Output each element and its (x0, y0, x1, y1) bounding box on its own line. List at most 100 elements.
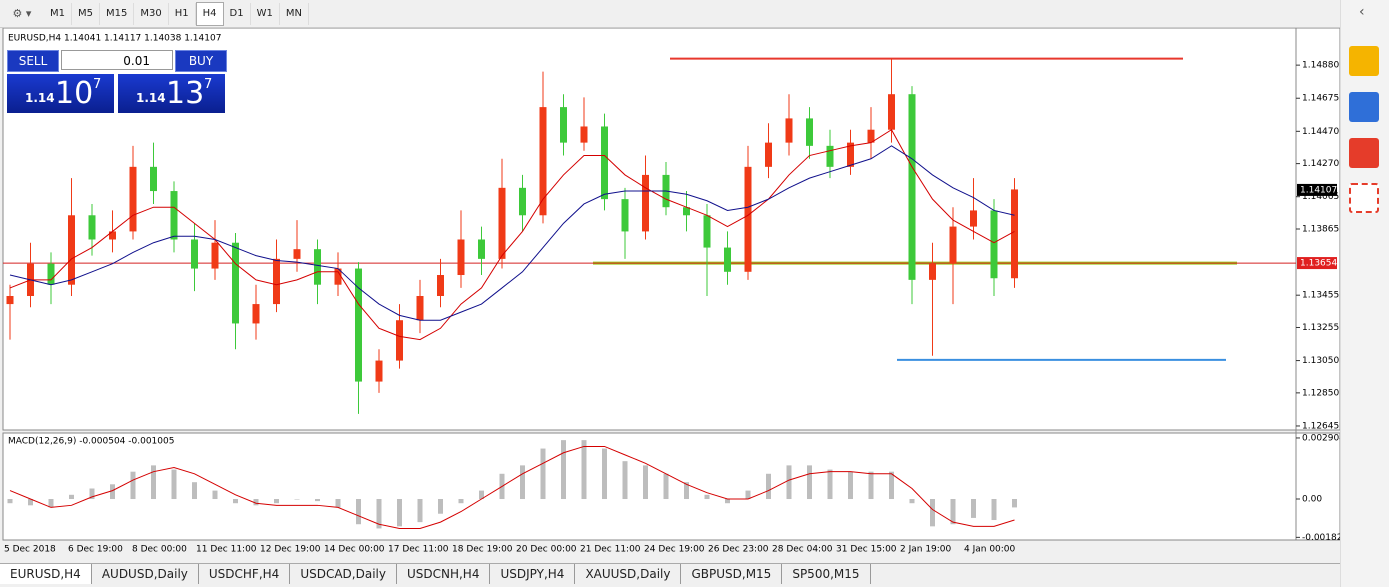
macd-bar (786, 465, 792, 500)
candle-body (826, 145, 834, 167)
candle-body (929, 263, 936, 280)
macd-bar (130, 471, 136, 500)
candle-body (683, 207, 690, 216)
chart-tab[interactable]: USDCAD,Daily (290, 564, 397, 584)
y-tick-label: 0.002904 (1302, 433, 1340, 443)
candle-body (129, 166, 137, 232)
macd-header: MACD(12,26,9) -0.000504 -0.001005 (8, 437, 174, 447)
chart-tab[interactable]: XAUUSD,Daily (575, 564, 682, 584)
macd-bar (458, 499, 464, 504)
macd-bar (704, 494, 710, 500)
candle-body (970, 210, 977, 227)
macd-bar (807, 465, 812, 500)
last-price-box (1297, 183, 1337, 196)
macd-bar (417, 499, 423, 523)
timeframe-button[interactable]: W1 (251, 2, 280, 25)
timeframe-button[interactable]: H1 (169, 2, 196, 25)
bid-pips: 10 (55, 76, 94, 111)
timeframe-button[interactable]: MN (280, 2, 309, 25)
ask-price[interactable]: 1.14 13 7 (118, 74, 225, 113)
chart-header: EURUSD,H4 1.14041 1.14117 1.14038 1.1410… (8, 34, 221, 44)
macd-bar (909, 499, 915, 504)
y-tick-label: 1.12850 (1302, 388, 1339, 398)
buy-button[interactable]: BUY (175, 50, 227, 72)
mail-icon[interactable] (1349, 183, 1379, 213)
candle-body (867, 129, 875, 143)
candle-body (765, 142, 772, 167)
chart-tab[interactable]: EURUSD,H4 (0, 564, 92, 584)
chart-tab[interactable]: USDCNH,H4 (397, 564, 491, 584)
candle-body (560, 107, 567, 143)
macd-bar (991, 499, 997, 521)
bid-price[interactable]: 1.14 10 7 (7, 74, 114, 113)
macd-bar (848, 471, 853, 500)
candle-body (1011, 189, 1018, 279)
favorite-icon[interactable] (1349, 46, 1379, 76)
chart-tab[interactable]: SP500,M15 (782, 564, 871, 584)
price-line-label: 1.13654 (1300, 259, 1337, 269)
macd-bar (827, 469, 833, 500)
macd-bar (274, 499, 279, 504)
macd-bar (581, 440, 587, 500)
news-icon[interactable] (1349, 92, 1379, 122)
candle-body (478, 239, 485, 259)
collapse-icon[interactable]: ‹ (1359, 4, 1365, 20)
macd-bar (151, 465, 156, 500)
macd-bar (602, 448, 607, 500)
moving-average (9, 145, 1015, 321)
macd-bar (950, 499, 956, 525)
lot-input[interactable]: 0.01 (61, 50, 173, 70)
x-tick-label: 31 Dec 15:00 (836, 545, 897, 555)
candle-body (888, 94, 895, 130)
timeframe-button[interactable]: M15 (100, 2, 135, 25)
last-price-label: 1.14107 (1300, 185, 1337, 195)
candle-body (6, 296, 14, 305)
chart-tab[interactable]: GBPUSD,M15 (681, 564, 783, 584)
tool-icon[interactable]: ⚙ ▾ (12, 7, 32, 20)
macd-bar (356, 499, 361, 525)
candle-body (334, 268, 342, 285)
x-tick-label: 8 Dec 00:00 (132, 545, 187, 555)
candle-body (68, 215, 75, 285)
chart-tab[interactable]: AUDUSD,Daily (92, 564, 199, 584)
macd-bar (971, 499, 976, 518)
timeframe-button[interactable]: M30 (134, 2, 169, 25)
macd-bar (48, 499, 54, 508)
x-tick-label: 18 Dec 19:00 (452, 545, 513, 555)
candle-body (785, 118, 793, 143)
timeframe-button[interactable]: M5 (72, 2, 100, 25)
candle-body (703, 215, 711, 248)
candle-body (806, 118, 813, 146)
candle-body (437, 275, 444, 296)
macd-bar (438, 499, 443, 514)
x-tick-label: 21 Dec 11:00 (580, 545, 641, 555)
macd-bar (1012, 499, 1017, 508)
macd-bar (643, 465, 648, 500)
candle-body (498, 187, 506, 259)
macd-bar (397, 499, 402, 527)
weibo-icon[interactable] (1349, 138, 1379, 168)
x-tick-label: 17 Dec 11:00 (388, 545, 449, 555)
chart-tab[interactable]: USDJPY,H4 (490, 564, 576, 584)
x-tick-label: 11 Dec 11:00 (196, 545, 257, 555)
x-tick-label: 28 Dec 04:00 (772, 545, 833, 555)
x-tick-label: 2 Jan 19:00 (900, 545, 952, 555)
candle-body (211, 242, 219, 269)
macd-bar (663, 473, 669, 500)
chart-tab[interactable]: USDCHF,H4 (199, 564, 291, 584)
timeframe-button[interactable]: D1 (224, 2, 251, 25)
macd-bar (7, 499, 13, 504)
macd-bar (479, 490, 484, 500)
sell-button[interactable]: SELL (7, 50, 59, 72)
macd-bar (110, 484, 115, 500)
macd-bar (766, 473, 771, 500)
y-tick-label: 1.12645 (1302, 421, 1339, 431)
candle-body (314, 249, 321, 285)
macd-bar (520, 465, 525, 500)
candle-body (990, 210, 998, 279)
timeframe-button[interactable]: M1 (44, 2, 72, 25)
timeframe-button[interactable]: H4 (195, 1, 224, 26)
bid-frac: 7 (93, 77, 102, 92)
candle-body (642, 174, 649, 232)
